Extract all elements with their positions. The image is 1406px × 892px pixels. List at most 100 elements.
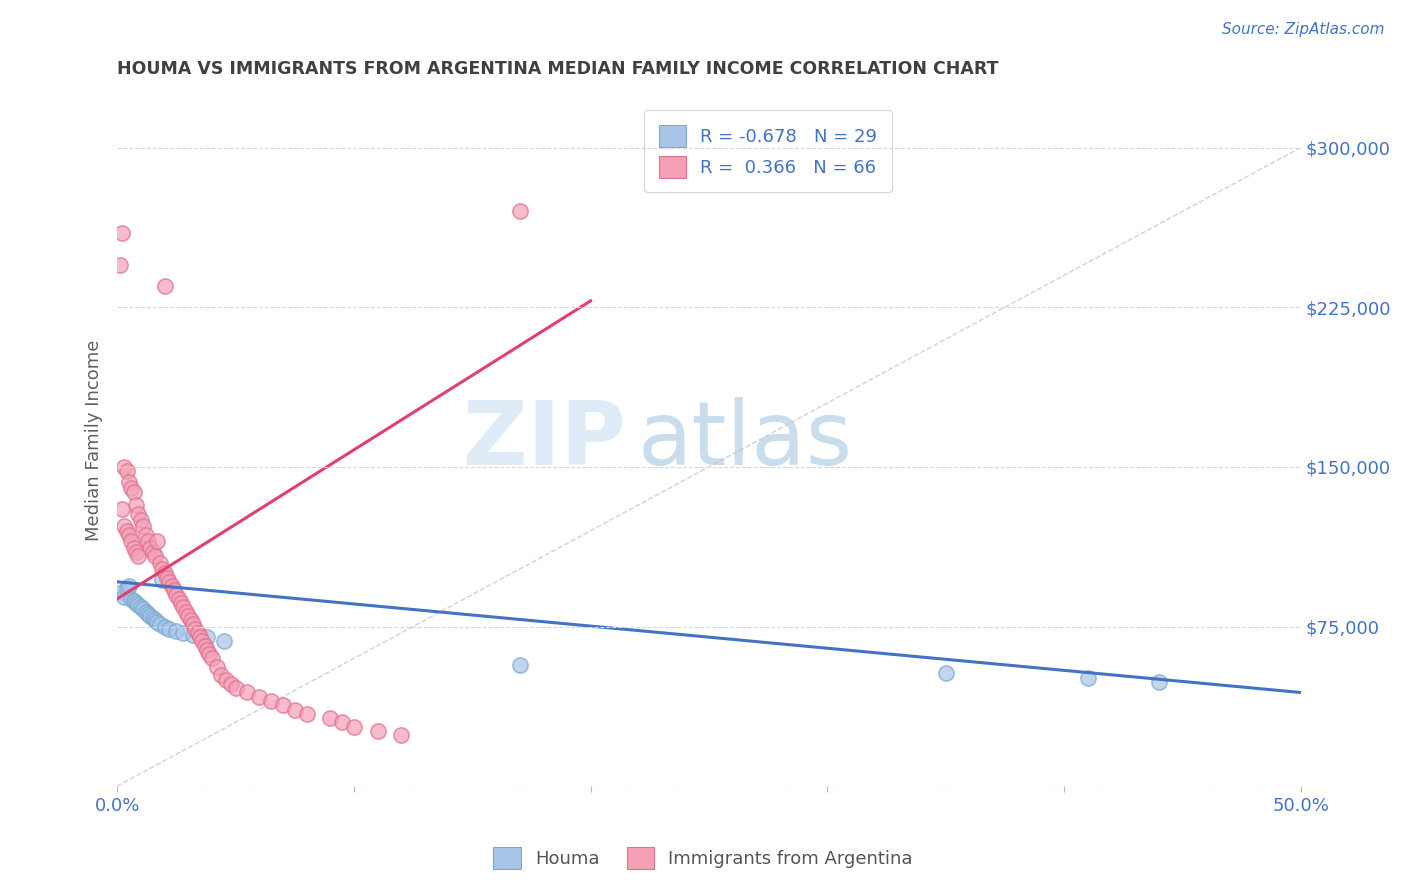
- Text: HOUMA VS IMMIGRANTS FROM ARGENTINA MEDIAN FAMILY INCOME CORRELATION CHART: HOUMA VS IMMIGRANTS FROM ARGENTINA MEDIA…: [117, 60, 998, 78]
- Point: [115, 524, 138, 538]
- Point: [319, 711, 342, 725]
- Point: [184, 622, 207, 636]
- Point: [163, 583, 186, 598]
- Legend: R = -0.678   N = 29, R =  0.366   N = 66: R = -0.678 N = 29, R = 0.366 N = 66: [644, 111, 891, 193]
- Point: [191, 634, 214, 648]
- Point: [509, 204, 531, 219]
- Point: [136, 534, 159, 549]
- Point: [112, 519, 135, 533]
- Point: [153, 566, 176, 581]
- Point: [132, 519, 155, 533]
- Point: [236, 685, 259, 699]
- Point: [201, 651, 224, 665]
- Point: [153, 279, 176, 293]
- Point: [125, 596, 148, 610]
- Point: [181, 617, 204, 632]
- Point: [139, 608, 162, 623]
- Point: [177, 608, 200, 623]
- Point: [330, 715, 353, 730]
- Point: [111, 502, 134, 516]
- Text: ZIP: ZIP: [464, 397, 626, 483]
- Point: [139, 541, 162, 555]
- Point: [509, 657, 531, 672]
- Point: [205, 660, 228, 674]
- Point: [1077, 671, 1099, 685]
- Point: [129, 600, 152, 615]
- Point: [135, 605, 157, 619]
- Point: [132, 602, 155, 616]
- Point: [174, 605, 197, 619]
- Point: [146, 534, 169, 549]
- Point: [167, 591, 190, 606]
- Point: [160, 579, 183, 593]
- Point: [271, 698, 294, 713]
- Point: [129, 513, 152, 527]
- Point: [122, 594, 145, 608]
- Point: [1147, 674, 1170, 689]
- Point: [247, 690, 270, 704]
- Point: [212, 634, 235, 648]
- Point: [136, 607, 159, 621]
- Point: [120, 534, 142, 549]
- Point: [150, 573, 173, 587]
- Point: [180, 613, 202, 627]
- Point: [225, 681, 247, 696]
- Point: [120, 591, 142, 606]
- Point: [165, 624, 187, 638]
- Point: [172, 626, 194, 640]
- Point: [149, 556, 172, 570]
- Point: [125, 498, 148, 512]
- Point: [149, 617, 172, 632]
- Point: [195, 630, 218, 644]
- Point: [115, 581, 138, 595]
- Point: [170, 596, 193, 610]
- Y-axis label: Median Family Income: Median Family Income: [86, 340, 103, 541]
- Point: [122, 485, 145, 500]
- Point: [150, 562, 173, 576]
- Point: [935, 666, 957, 681]
- Point: [127, 549, 149, 564]
- Point: [142, 611, 165, 625]
- Point: [112, 590, 135, 604]
- Point: [172, 600, 194, 615]
- Point: [153, 619, 176, 633]
- Point: [143, 613, 166, 627]
- Point: [284, 702, 307, 716]
- Point: [157, 622, 180, 636]
- Point: [142, 545, 165, 559]
- Point: [125, 545, 148, 559]
- Point: [118, 579, 141, 593]
- Point: [198, 647, 221, 661]
- Point: [194, 639, 217, 653]
- Point: [111, 226, 134, 240]
- Point: [112, 459, 135, 474]
- Point: [188, 630, 211, 644]
- Point: [219, 677, 242, 691]
- Point: [108, 258, 131, 272]
- Point: [127, 599, 149, 613]
- Point: [115, 464, 138, 478]
- Point: [181, 628, 204, 642]
- Point: [143, 549, 166, 564]
- Point: [118, 475, 141, 489]
- Point: [187, 626, 209, 640]
- Point: [215, 673, 238, 687]
- Point: [135, 528, 157, 542]
- Point: [156, 570, 179, 584]
- Point: [389, 728, 412, 742]
- Point: [260, 694, 283, 708]
- Point: [122, 541, 145, 555]
- Point: [120, 481, 142, 495]
- Text: Source: ZipAtlas.com: Source: ZipAtlas.com: [1222, 22, 1385, 37]
- Point: [367, 723, 389, 738]
- Point: [111, 585, 134, 599]
- Point: [157, 574, 180, 589]
- Point: [209, 668, 232, 682]
- Point: [343, 720, 366, 734]
- Legend: Houma, Immigrants from Argentina: Houma, Immigrants from Argentina: [485, 838, 921, 879]
- Point: [195, 643, 218, 657]
- Text: atlas: atlas: [638, 397, 853, 483]
- Point: [127, 507, 149, 521]
- Point: [118, 528, 141, 542]
- Point: [295, 706, 318, 721]
